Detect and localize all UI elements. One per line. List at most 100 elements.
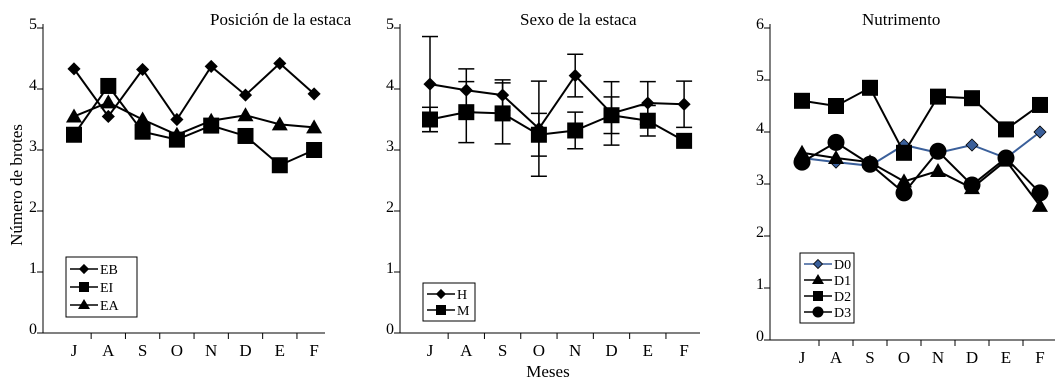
series-EB — [67, 56, 321, 127]
x-tick-label: J — [427, 341, 434, 360]
series-D3 — [793, 133, 1049, 202]
legend-label: D0 — [834, 258, 851, 273]
legend-marker — [436, 305, 446, 315]
series-D2 — [794, 79, 1048, 161]
x-tick-label: E — [275, 341, 285, 360]
data-point — [895, 184, 913, 202]
y-tick-label: 4 — [386, 77, 394, 94]
data-point — [964, 90, 980, 107]
y-tick-label: 6 — [756, 16, 764, 33]
x-tick-label: E — [643, 341, 653, 360]
legend-marker — [79, 282, 89, 292]
series-EA — [66, 94, 323, 141]
y-axis-label: Número de brotes — [7, 124, 26, 246]
chart-title: Sexo de la estaca — [520, 10, 637, 29]
x-tick-label: S — [138, 341, 147, 360]
legend-marker — [812, 274, 824, 284]
x-axis-label: Meses — [526, 362, 569, 381]
data-point — [862, 79, 878, 96]
data-point — [794, 92, 810, 109]
legend-marker — [435, 288, 447, 300]
series-line — [73, 62, 315, 122]
x-tick-label: N — [932, 348, 944, 367]
data-point — [997, 149, 1015, 167]
y-tick-label: 0 — [386, 321, 394, 338]
data-point — [170, 112, 184, 127]
y-tick-label: 3 — [29, 138, 37, 155]
data-point — [639, 112, 656, 129]
data-point — [930, 163, 946, 177]
data-point — [567, 122, 584, 139]
data-point — [271, 116, 288, 131]
data-point — [828, 98, 844, 114]
legend-marker — [78, 263, 90, 275]
data-point — [237, 107, 254, 122]
chart-title: Nutrimento — [862, 10, 940, 29]
data-point — [1033, 125, 1047, 139]
data-point — [136, 62, 150, 77]
legend-label: M — [457, 304, 470, 319]
data-point — [676, 132, 693, 149]
y-tick-label: 3 — [756, 172, 764, 189]
legend: EB EI EA — [65, 256, 138, 318]
y-tick-label: 4 — [756, 120, 764, 137]
data-point — [494, 105, 511, 122]
y-tick-label: 0 — [29, 321, 37, 338]
data-point — [204, 59, 218, 73]
x-tick-label: F — [679, 341, 688, 360]
legend-label: EA — [100, 299, 120, 314]
x-tick-label: S — [498, 341, 507, 360]
data-point — [1032, 96, 1048, 113]
legend-marker — [812, 306, 824, 318]
legend: HM — [422, 282, 476, 322]
y-tick-label: 5 — [386, 16, 394, 33]
x-tick-label: O — [171, 341, 183, 360]
data-point — [306, 142, 323, 158]
x-tick-label: O — [898, 348, 910, 367]
x-tick-label: A — [102, 341, 115, 360]
legend-label: D3 — [834, 306, 851, 321]
data-point — [423, 77, 437, 91]
data-point — [861, 155, 879, 173]
data-point — [896, 144, 912, 161]
data-point — [237, 127, 254, 144]
y-tick-label: 2 — [386, 199, 394, 216]
data-point — [101, 109, 115, 124]
legend-label: H — [457, 288, 467, 303]
data-point — [66, 126, 82, 143]
data-point — [273, 56, 287, 70]
y-tick-label: 3 — [386, 138, 394, 155]
x-tick-label: S — [865, 348, 874, 367]
data-point — [271, 157, 288, 174]
series-EI — [66, 77, 323, 174]
legend-box — [422, 282, 476, 322]
y-tick-label: 0 — [756, 328, 764, 345]
y-tick-label: 2 — [756, 224, 764, 241]
x-tick-label: D — [966, 348, 978, 367]
data-point — [168, 126, 185, 141]
series-M — [422, 80, 693, 157]
data-point — [306, 119, 323, 134]
data-point — [134, 123, 151, 140]
x-tick-label: F — [309, 341, 318, 360]
data-point — [238, 88, 253, 102]
legend-marker — [78, 299, 90, 309]
legend-marker — [812, 258, 824, 270]
x-tick-label: J — [799, 348, 806, 367]
legend-label: EB — [100, 263, 118, 278]
data-point — [66, 108, 82, 123]
x-tick-label: E — [1001, 348, 1011, 367]
data-point — [422, 111, 438, 128]
x-tick-label: J — [71, 341, 78, 360]
data-point — [67, 62, 81, 76]
data-point — [896, 173, 912, 188]
data-point — [100, 77, 117, 94]
data-point — [203, 112, 220, 127]
data-point — [677, 97, 691, 111]
legend-marker — [813, 291, 823, 301]
data-point — [793, 153, 811, 171]
x-tick-label: D — [239, 341, 251, 360]
data-point — [1031, 184, 1049, 202]
y-tick-label: 1 — [29, 260, 37, 277]
